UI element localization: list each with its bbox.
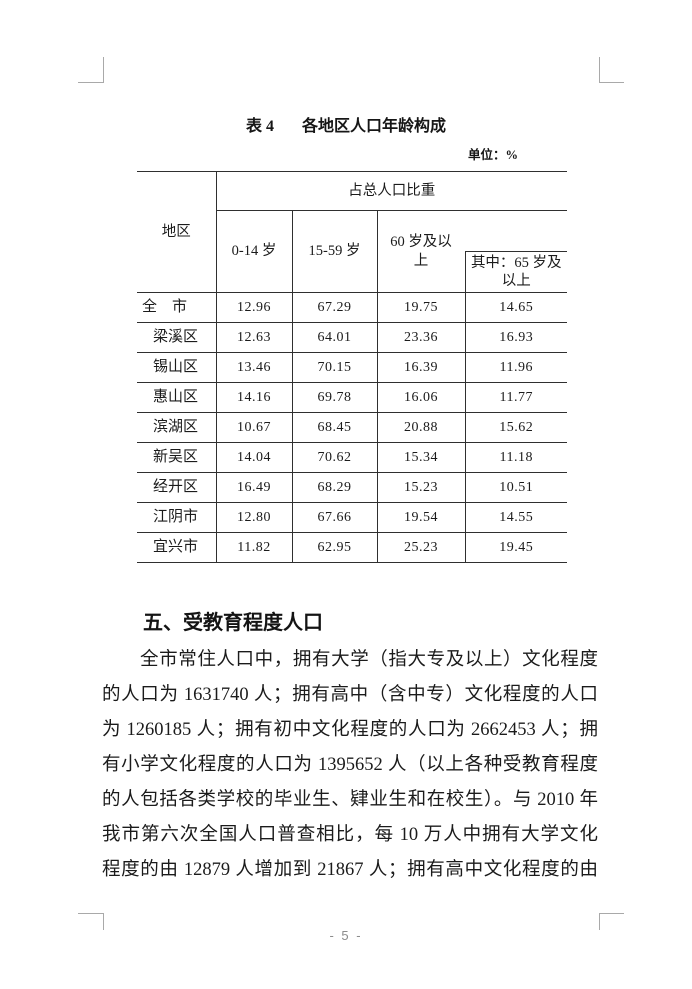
value-cell-65-plus: 11.18 [465, 442, 567, 473]
value-cell-60-plus: 23.36 [377, 322, 466, 353]
table-body: 全 市 12.96 67.29 19.75 14.65 梁溪区 12.63 64… [137, 292, 567, 563]
table-row: 梁溪区 12.63 64.01 23.36 16.93 [137, 322, 567, 353]
table-row: 经开区 16.49 68.29 15.23 10.51 [137, 472, 567, 503]
body-line: 我市第六次全国人口普查相比，每 10 万人中拥有大学文化 [102, 825, 598, 845]
population-age-table: 地区 占总人口比重 0-14 岁 15-59 岁 60 岁及以 上 其中：65 … [137, 171, 567, 563]
value-cell-65-plus: 19.45 [465, 532, 567, 563]
page-number: - 5 - [329, 928, 363, 943]
table-header: 地区 占总人口比重 0-14 岁 15-59 岁 60 岁及以 上 其中：65 … [137, 171, 567, 293]
value-cell-15-59: 69.78 [292, 382, 378, 413]
body-line: 的人包括各类学校的毕业生、肄业生和在校生）。与 2010 年 [102, 790, 598, 810]
crop-mark-bottom-left-icon [78, 913, 104, 930]
value-cell-60-plus: 16.39 [377, 352, 466, 383]
value-cell-65-plus: 14.65 [465, 292, 567, 323]
table-row: 宜兴市 11.82 62.95 25.23 19.45 [137, 532, 567, 563]
region-cell: 新吴区 [137, 442, 217, 473]
table-row: 惠山区 14.16 69.78 16.06 11.77 [137, 382, 567, 413]
table-row: 江阴市 12.80 67.66 19.54 14.55 [137, 502, 567, 533]
value-cell-65-plus: 16.93 [465, 322, 567, 353]
value-cell-0-14: 14.16 [216, 382, 293, 413]
value-cell-15-59: 68.45 [292, 412, 378, 443]
value-cell-0-14: 16.49 [216, 472, 293, 503]
header-region: 地区 [137, 171, 217, 293]
crop-mark-bottom-right-icon [599, 913, 624, 930]
value-cell-60-plus: 19.75 [377, 292, 466, 323]
header-blank-cell [465, 210, 567, 252]
value-cell-65-plus: 11.77 [465, 382, 567, 413]
value-cell-0-14: 11.82 [216, 532, 293, 563]
body-line: 全市常住人口中，拥有大学（指大专及以上）文化程度 [140, 650, 598, 670]
region-cell: 梁溪区 [137, 322, 217, 353]
region-cell: 锡山区 [137, 352, 217, 383]
value-cell-15-59: 70.62 [292, 442, 378, 473]
value-cell-15-59: 70.15 [292, 352, 378, 383]
header-age-65-plus: 其中：65 岁及 以上 [464, 251, 567, 293]
value-cell-15-59: 68.29 [292, 472, 378, 503]
value-cell-60-plus: 25.23 [377, 532, 466, 563]
body-line: 的人口为 1631740 人；拥有高中（含中专）文化程度的人口 [102, 685, 598, 705]
table-title-label: 表 4 [245, 118, 274, 135]
body-line: 程度的由 12879 人增加到 21867 人；拥有高中文化程度的由 [102, 860, 598, 880]
value-cell-15-59: 67.29 [292, 292, 378, 323]
crop-mark-top-left-icon [78, 57, 104, 83]
value-cell-15-59: 64.01 [292, 322, 378, 353]
table-row: 滨湖区 10.67 68.45 20.88 15.62 [137, 412, 567, 443]
value-cell-0-14: 12.96 [216, 292, 293, 323]
body-paragraph: 全市常住人口中，拥有大学（指大专及以上）文化程度 的人口为 1631740 人；… [102, 643, 598, 888]
table-title-text: 各地区人口年龄构成 [302, 118, 447, 135]
value-cell-0-14: 10.67 [216, 412, 293, 443]
section-heading: 五、受教育程度人口 [143, 612, 323, 634]
header-age-0-14: 0-14 岁 [216, 210, 293, 293]
region-cell: 经开区 [137, 472, 217, 503]
header-share-of-total: 占总人口比重 [216, 171, 567, 211]
value-cell-65-plus: 10.51 [465, 472, 567, 503]
table-row: 全 市 12.96 67.29 19.75 14.65 [137, 292, 567, 323]
value-cell-65-plus: 14.55 [465, 502, 567, 533]
body-line: 为 1260185 人；拥有初中文化程度的人口为 2662453 人；拥 [102, 720, 598, 740]
header-age-15-59: 15-59 岁 [292, 210, 378, 293]
table-title: 表 4 各地区人口年龄构成 [0, 112, 692, 136]
value-cell-60-plus: 16.06 [377, 382, 466, 413]
region-cell: 江阴市 [137, 502, 217, 533]
value-cell-65-plus: 15.62 [465, 412, 567, 443]
crop-mark-top-right-icon [599, 57, 624, 83]
value-cell-0-14: 12.63 [216, 322, 293, 353]
value-cell-15-59: 67.66 [292, 502, 378, 533]
header-age-60-plus: 60 岁及以 上 [377, 210, 465, 293]
value-cell-60-plus: 15.23 [377, 472, 466, 503]
value-cell-60-plus: 20.88 [377, 412, 466, 443]
body-line: 有小学文化程度的人口为 1395652 人（以上各种受教育程度 [102, 755, 598, 775]
unit-note: 单位：% [467, 148, 518, 162]
value-cell-15-59: 62.95 [292, 532, 378, 563]
table-row: 新吴区 14.04 70.62 15.34 11.18 [137, 442, 567, 473]
table-row: 锡山区 13.46 70.15 16.39 11.96 [137, 352, 567, 383]
value-cell-0-14: 12.80 [216, 502, 293, 533]
value-cell-0-14: 14.04 [216, 442, 293, 473]
value-cell-65-plus: 11.96 [465, 352, 567, 383]
region-cell: 全 市 [137, 292, 217, 323]
value-cell-60-plus: 15.34 [377, 442, 466, 473]
region-cell: 滨湖区 [137, 412, 217, 443]
value-cell-0-14: 13.46 [216, 352, 293, 383]
region-cell: 宜兴市 [137, 532, 217, 563]
value-cell-60-plus: 19.54 [377, 502, 466, 533]
region-cell: 惠山区 [137, 382, 217, 413]
